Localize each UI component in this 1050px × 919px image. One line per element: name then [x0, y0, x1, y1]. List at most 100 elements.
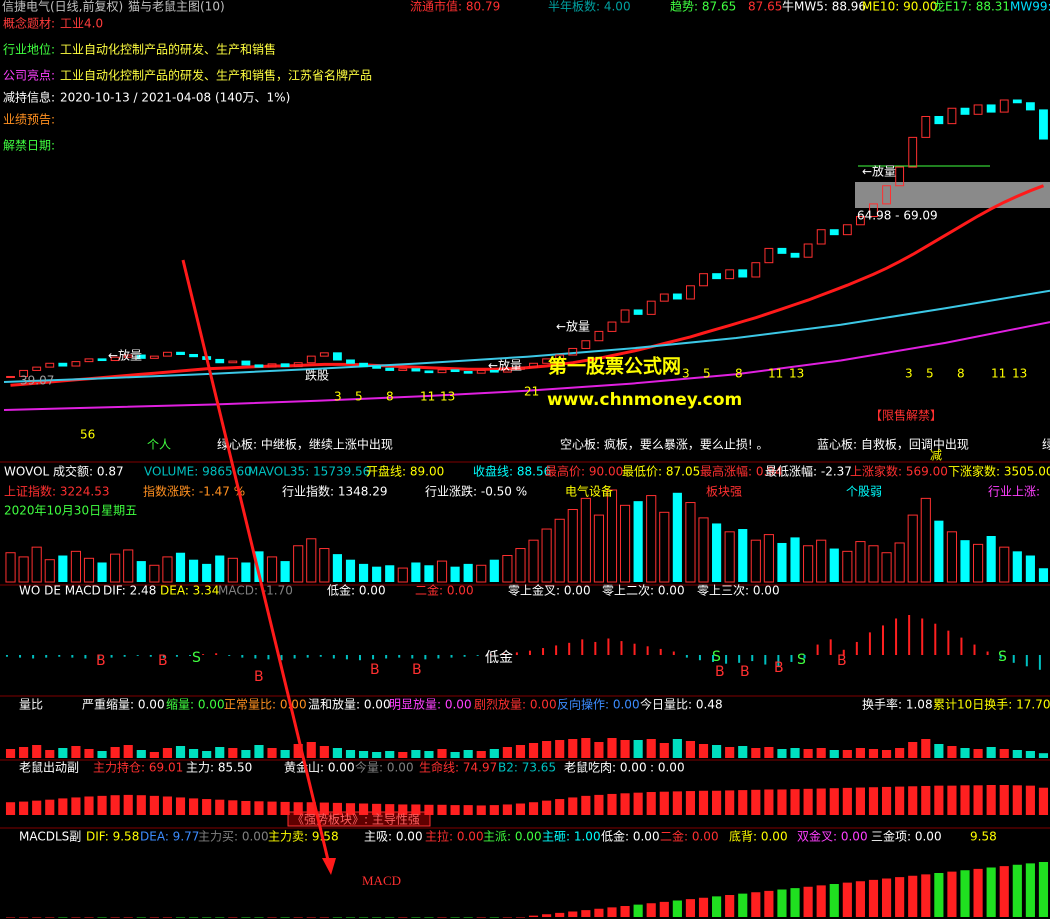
- bar: [712, 790, 722, 815]
- bar: [463, 805, 473, 815]
- bar: [868, 632, 871, 655]
- bar: [855, 881, 865, 917]
- bar: [411, 917, 421, 918]
- bar: [1025, 863, 1035, 917]
- index-row-item: 行业涨跌: -0.50 %: [425, 484, 527, 499]
- bar: [1012, 750, 1022, 758]
- bar: [45, 655, 48, 658]
- bar: [567, 509, 578, 583]
- candle: [411, 368, 421, 372]
- bar: [986, 867, 996, 917]
- bar: [685, 899, 696, 917]
- bar: [267, 917, 277, 918]
- bar: [777, 789, 787, 815]
- candle: [1025, 102, 1035, 111]
- bar: [97, 751, 107, 758]
- bar: [816, 885, 826, 917]
- bar: [698, 790, 709, 815]
- macd-header-item: 零上二次: 0.00: [602, 584, 685, 598]
- bar: [724, 531, 735, 583]
- candle: [659, 293, 669, 302]
- bar: [372, 655, 375, 660]
- chart-note: 13: [1012, 367, 1027, 381]
- macdls-header-item: 双金叉: 0.00: [797, 829, 868, 844]
- ma-line: [3, 321, 1050, 411]
- bar: [45, 799, 55, 815]
- bar: [581, 639, 584, 655]
- mouse-header-item: 老鼠吃肉: 0.00: [564, 761, 647, 775]
- bar: [110, 553, 121, 583]
- ma-line: [3, 289, 1050, 383]
- bar: [319, 917, 329, 918]
- bar: [385, 751, 395, 758]
- macd-header-item: MACD: -1.70: [218, 584, 293, 598]
- bar: [32, 745, 42, 758]
- macdls-header-item: DIF: 9.58: [86, 830, 139, 844]
- bar: [568, 797, 578, 815]
- volume-header-item: 最高涨幅: 0.94: [700, 464, 783, 479]
- mouse-header-item: 今量: 0.00: [355, 760, 414, 775]
- bar: [97, 562, 107, 582]
- bar: [542, 741, 552, 758]
- bar: [149, 752, 159, 758]
- chart-note: 3: [334, 390, 342, 404]
- chart-note: 3: [682, 367, 690, 381]
- candle: [359, 362, 368, 368]
- candle: [646, 300, 656, 315]
- bar: [254, 551, 264, 582]
- candle: [241, 360, 251, 366]
- candle: [163, 351, 172, 357]
- bar: [228, 917, 238, 918]
- macd-header-item: 零上金叉: 0.00: [508, 583, 591, 598]
- signal-label: B: [254, 669, 264, 685]
- bar: [123, 549, 134, 583]
- candle: [869, 203, 878, 218]
- candle: [829, 229, 839, 236]
- info-value: 2020-10-13 / 2021-04-08 (140万、1%): [60, 91, 290, 105]
- bar: [293, 744, 303, 758]
- bar: [816, 644, 819, 655]
- mouse-header-item: 生命线: 74.97: [419, 760, 497, 775]
- macdls-header-item: 主力买: 0.00: [198, 830, 269, 844]
- bar: [907, 514, 918, 583]
- bar: [227, 557, 238, 583]
- ratio-header-item: 正常量比: 0.00: [224, 698, 307, 712]
- bar: [725, 790, 735, 815]
- bar: [71, 746, 81, 758]
- bar: [58, 917, 68, 918]
- bar: [921, 739, 931, 758]
- bar: [358, 655, 361, 661]
- bar: [175, 552, 186, 582]
- bar: [280, 801, 290, 815]
- arrow-line: [181, 259, 330, 861]
- bar: [1038, 568, 1049, 582]
- bar: [110, 747, 120, 758]
- bar: [895, 748, 905, 758]
- bar: [934, 785, 944, 815]
- bar: [385, 655, 388, 659]
- bar: [450, 566, 460, 582]
- bar: [397, 567, 408, 583]
- bar: [816, 539, 827, 583]
- bar: [70, 550, 81, 583]
- signal-label: 低金: [485, 650, 513, 666]
- bar: [829, 750, 839, 758]
- bar: [489, 654, 492, 655]
- index-row-item: 电气设备: [565, 484, 613, 499]
- bar: [411, 562, 421, 582]
- mouse-header-item: B2: 73.65: [498, 761, 556, 775]
- chart-note: ←放量: [556, 319, 590, 334]
- bar: [672, 492, 682, 582]
- bar: [790, 537, 800, 582]
- bar: [436, 560, 448, 583]
- bar: [908, 875, 918, 917]
- bar: [32, 917, 42, 918]
- candle: [489, 369, 499, 373]
- candle: [346, 359, 355, 364]
- signal-label: B: [96, 653, 106, 669]
- bar: [241, 655, 244, 658]
- bar: [437, 655, 440, 659]
- bar: [1038, 753, 1049, 758]
- bar: [855, 787, 865, 815]
- bar: [306, 655, 309, 658]
